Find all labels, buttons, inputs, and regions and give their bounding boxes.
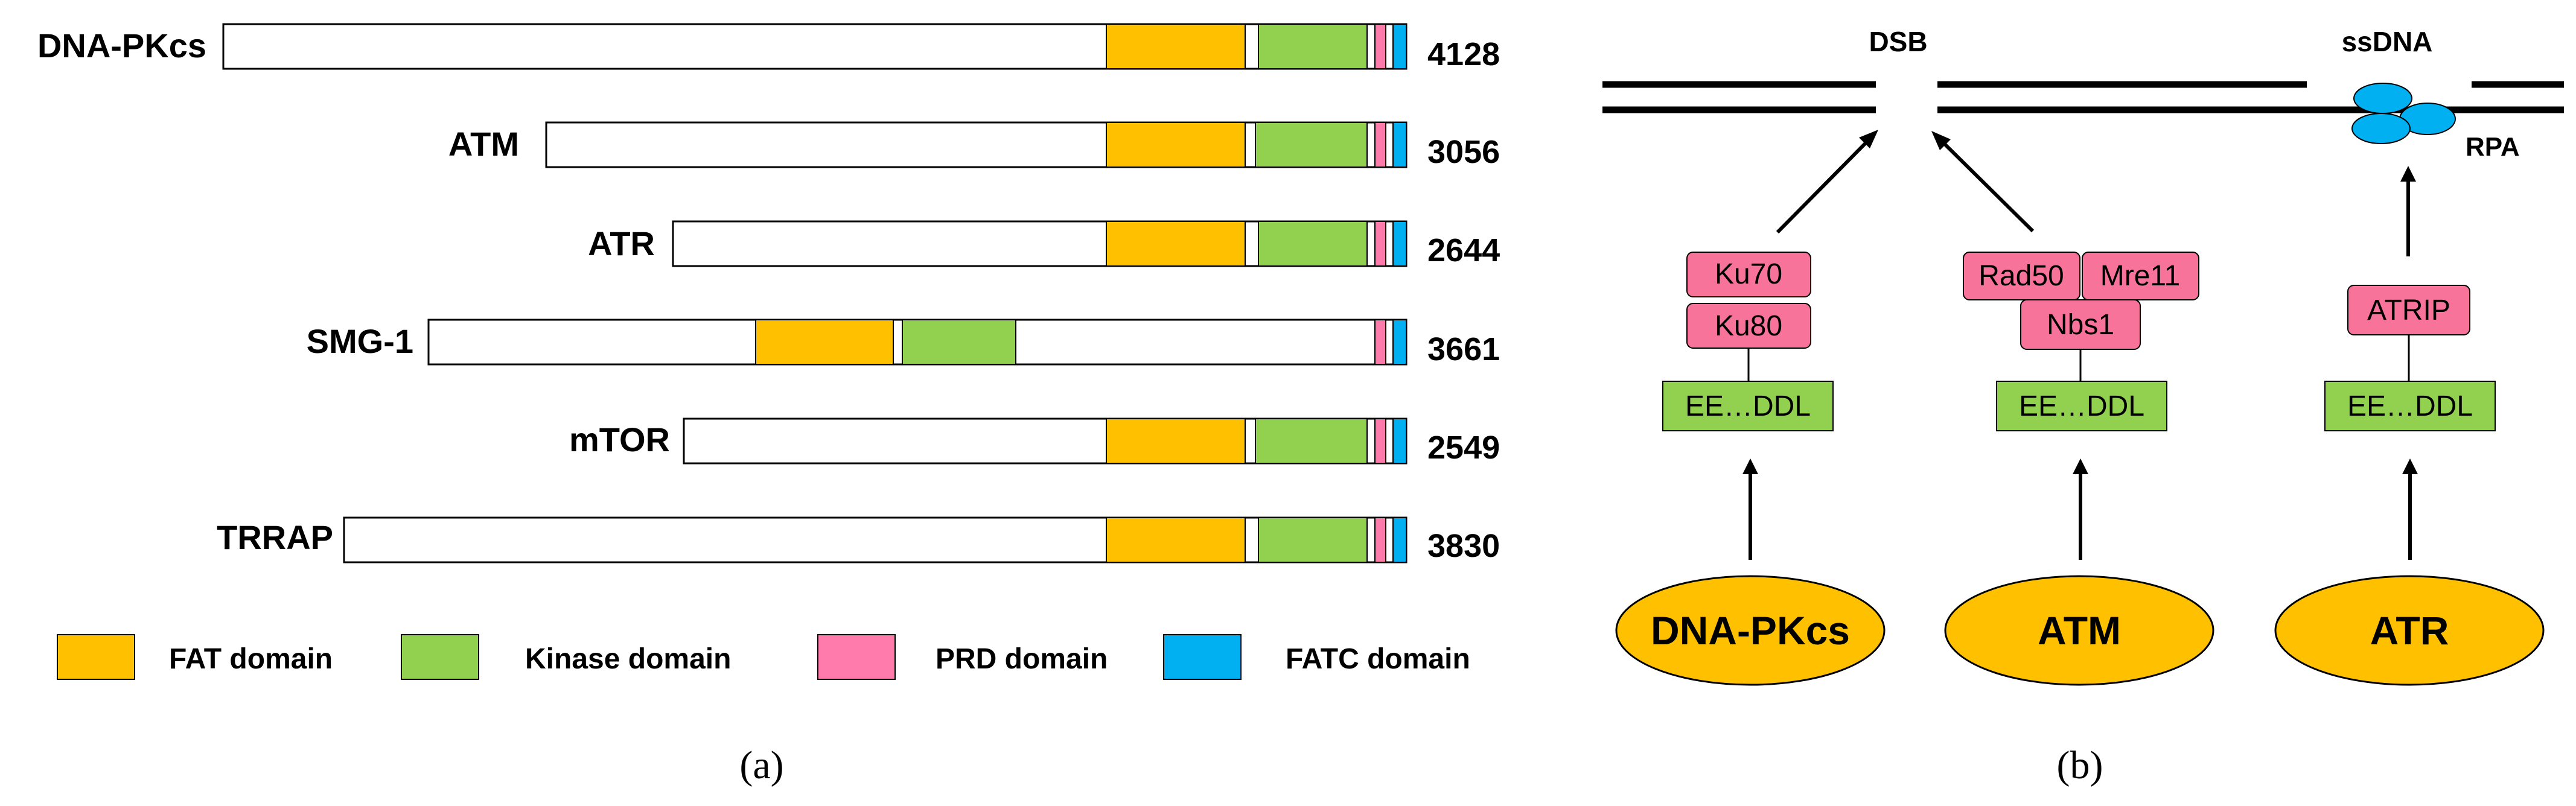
arrow-head-icon — [1742, 459, 1758, 474]
rpa-label: RPA — [2466, 132, 2520, 162]
protein-name: SMG-1 — [307, 322, 413, 360]
partner-label: Mre11 — [2100, 260, 2181, 292]
fatc-domain — [1392, 418, 1407, 464]
protein-length: 4128 — [1427, 36, 1500, 72]
rpa-subunit — [2353, 83, 2412, 114]
legend-swatch-fatc — [1163, 634, 1242, 680]
panel-b: DSB ssDNA RPA Ku70 Ku80 EE…DDL — [1602, 26, 2564, 787]
motif-label: EE…DDL — [2347, 390, 2473, 422]
partner-label: Ku70 — [1715, 258, 1782, 290]
kinase-domain — [1258, 221, 1368, 267]
protein-row-atm: ATM 3056 — [448, 121, 1500, 170]
kinase-domain — [1258, 517, 1368, 563]
protein-row-atr: ATR 2644 — [588, 220, 1500, 268]
fatc-domain — [1392, 24, 1407, 69]
partner-label: ATRIP — [2367, 294, 2450, 326]
fat-domain — [1106, 418, 1246, 464]
protein-length: 3830 — [1427, 528, 1500, 564]
protein-row-trrap: TRRAP 3830 — [217, 516, 1500, 564]
panel-label-a: (a) — [739, 743, 783, 787]
fatc-domain — [1392, 517, 1407, 563]
prd-domain — [1374, 418, 1386, 464]
kinase-ellipse-atr — [2274, 575, 2545, 686]
rpa-subunit — [2351, 113, 2411, 144]
arrow-head-icon — [2400, 166, 2416, 182]
fat-domain — [1106, 24, 1246, 69]
kinase-label: DNA-PKcs — [1651, 608, 1850, 653]
legend-label-prd: PRD domain — [936, 643, 1108, 675]
protein-length: 2644 — [1427, 232, 1500, 268]
motif-box — [2324, 381, 2496, 431]
kinase-label: ATM — [2038, 608, 2121, 653]
rpa-protein-icon — [2351, 83, 2456, 144]
partner-label: Ku80 — [1715, 310, 1782, 342]
legend-swatch-prd — [817, 634, 896, 680]
motif-label: EE…DDL — [2019, 390, 2144, 422]
kinase-domain — [902, 319, 1016, 365]
protein-length: 2549 — [1427, 430, 1500, 466]
arrow-to-dsb — [1776, 133, 1876, 234]
motif-box — [1996, 381, 2167, 431]
prd-domain — [1374, 122, 1386, 168]
kinase-domain — [1255, 418, 1368, 464]
kinase-domain — [1258, 24, 1368, 69]
ssdna-label: ssDNA — [2342, 26, 2433, 57]
protein-length: 3661 — [1427, 331, 1500, 367]
partner-label: Rad50 — [1978, 260, 2064, 292]
motif-label: EE…DDL — [1685, 390, 1811, 422]
kinase-ellipse-dna-pkcs — [1615, 575, 1886, 686]
arrow-head-icon — [1931, 131, 1951, 150]
fat-domain — [1106, 122, 1246, 168]
dna-double-strand — [1602, 81, 2564, 113]
fatc-domain — [1392, 221, 1407, 267]
pathway-dna-pkcs: Ku70 Ku80 EE…DDL DNA-PKcs — [1615, 130, 1886, 686]
panel-label-b: (b) — [2057, 743, 2103, 787]
panel-a: DNA-PKcs 4128 ATM 3056 ATR 2644 — [37, 23, 1500, 787]
arrow-head-icon — [2402, 459, 2418, 474]
partner-box-rad50 — [1963, 252, 2080, 300]
fat-domain — [1106, 221, 1246, 267]
domain-legend: FAT domain Kinase domain PRD domain FATC… — [57, 634, 1470, 680]
protein-name: DNA-PKcs — [37, 27, 206, 65]
pathway-atr: ATRIP EE…DDL ATR — [2274, 166, 2545, 686]
legend-label-fatc: FATC domain — [1286, 643, 1470, 675]
fat-domain — [1106, 517, 1246, 563]
fatc-domain — [1392, 319, 1407, 365]
motif-box — [1662, 381, 1834, 431]
prd-domain — [1374, 319, 1386, 365]
prd-domain — [1374, 221, 1386, 267]
prd-domain — [1374, 24, 1386, 69]
arrow-head-icon — [2073, 459, 2088, 474]
kinase-domain — [1255, 122, 1368, 168]
protein-name: ATM — [448, 125, 519, 163]
protein-name: TRRAP — [217, 518, 333, 556]
protein-name: mTOR — [569, 420, 670, 459]
partner-box-mre11 — [2082, 252, 2199, 300]
prd-domain — [1374, 517, 1386, 563]
legend-swatch-kinase — [401, 634, 479, 680]
protein-name: ATR — [588, 224, 655, 262]
legend-swatch-fat — [57, 634, 135, 680]
arrow-to-dsb — [1934, 134, 2035, 233]
partner-label: Nbs1 — [2047, 309, 2114, 341]
legend-label-kinase: Kinase domain — [525, 643, 731, 675]
protein-row-dna-pkcs: DNA-PKcs 4128 — [37, 23, 1500, 72]
dsb-label: DSB — [1869, 26, 1927, 57]
protein-row-smg-1: SMG-1 3661 — [307, 319, 1500, 367]
protein-row-mtor: mTOR 2549 — [569, 417, 1500, 466]
partner-box-ku70 — [1686, 252, 1811, 297]
kinase-label: ATR — [2370, 608, 2449, 653]
arrow-head-icon — [1859, 130, 1878, 148]
kinase-ellipse-atm — [1944, 575, 2214, 686]
legend-label-fat: FAT domain — [169, 643, 333, 675]
pathway-atm: Rad50 Mre11 Nbs1 EE…DDL ATM — [1931, 131, 2214, 686]
protein-length: 3056 — [1427, 134, 1500, 170]
fat-domain — [755, 319, 894, 365]
protein-bar — [343, 516, 1408, 563]
fatc-domain — [1392, 122, 1407, 168]
